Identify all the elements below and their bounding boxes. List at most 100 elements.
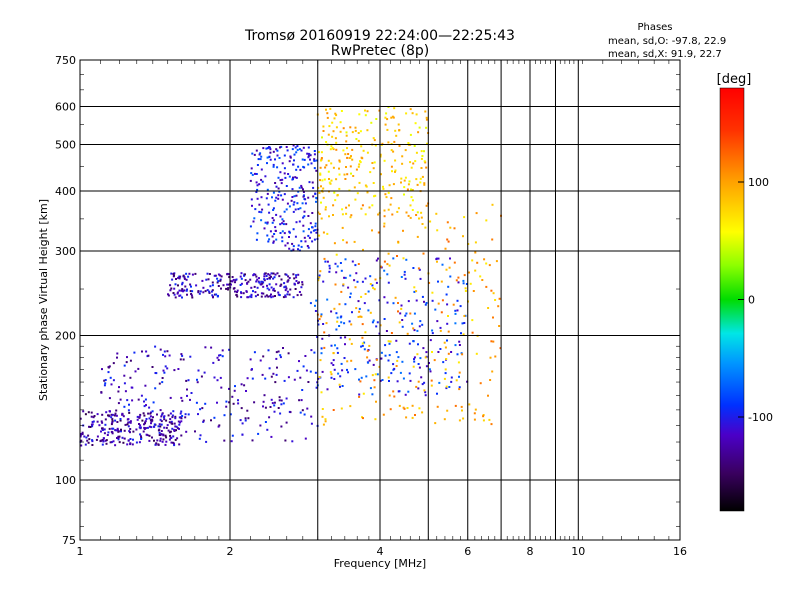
scatter-point	[291, 196, 294, 198]
scatter-point	[116, 427, 119, 430]
scatter-point	[420, 376, 423, 379]
scatter-point	[139, 413, 142, 416]
scatter-point	[338, 187, 341, 190]
scatter-point	[322, 423, 325, 426]
scatter-point	[329, 371, 332, 374]
scatter-point	[272, 289, 275, 292]
colorbar-tick-label: 100	[748, 176, 769, 189]
scatter-point	[98, 424, 101, 427]
scatter-point	[204, 290, 207, 293]
scatter-point	[408, 372, 411, 375]
scatter-point	[421, 295, 424, 298]
scatter-point	[332, 364, 335, 366]
scatter-point	[288, 293, 291, 296]
scatter-point	[186, 394, 188, 397]
scatter-point	[340, 290, 343, 293]
scatter-point	[462, 235, 464, 238]
scatter-point	[267, 273, 270, 276]
scatter-point	[123, 405, 126, 408]
scatter-point	[382, 413, 385, 416]
scatter-point	[366, 151, 369, 154]
scatter-point	[152, 401, 155, 404]
scatter-point	[336, 351, 339, 354]
scatter-point	[246, 296, 249, 299]
scatter-point	[277, 291, 280, 294]
scatter-point	[303, 236, 306, 239]
scatter-point	[255, 191, 258, 193]
scatter-point	[461, 322, 464, 325]
scatter-point	[235, 278, 238, 281]
scatter-point	[286, 242, 289, 245]
scatter-point	[269, 148, 272, 151]
scatter-point	[230, 440, 233, 443]
scatter-point	[174, 283, 177, 286]
x-tick-label: 1	[77, 545, 84, 558]
scatter-point	[163, 418, 166, 421]
scatter-point	[298, 360, 300, 363]
scatter-point	[340, 110, 343, 112]
scatter-point	[145, 418, 148, 420]
scatter-point	[295, 221, 298, 224]
scatter-point	[411, 189, 414, 192]
scatter-point	[335, 126, 338, 129]
scatter-point	[264, 272, 267, 275]
scatter-point	[171, 414, 174, 417]
scatter-point	[383, 269, 386, 272]
scatter-point	[155, 442, 158, 445]
scatter-point	[316, 381, 319, 384]
scatter-point	[275, 357, 278, 360]
scatter-point	[125, 361, 128, 364]
scatter-point	[277, 194, 280, 197]
scatter-point	[469, 282, 472, 285]
scatter-point	[228, 387, 230, 390]
scatter-point	[338, 173, 341, 176]
scatter-point	[169, 434, 172, 437]
scatter-point	[211, 281, 214, 284]
scatter-point	[307, 156, 310, 159]
scatter-point	[367, 361, 370, 364]
scatter-point	[266, 221, 269, 224]
scatter-point	[187, 275, 190, 278]
scatter-point	[329, 148, 332, 151]
scatter-point	[375, 358, 378, 361]
scatter-point	[326, 232, 329, 235]
scatter-point	[413, 356, 416, 359]
scatter-point	[188, 272, 191, 275]
scatter-point	[462, 333, 465, 336]
scatter-point	[349, 296, 352, 299]
scatter-point	[175, 425, 178, 428]
scatter-point	[340, 315, 343, 318]
scatter-point	[189, 398, 191, 401]
scatter-point	[424, 226, 427, 229]
scatter-point	[386, 263, 389, 266]
scatter-point	[124, 390, 127, 393]
scatter-point	[321, 337, 324, 340]
scatter-point	[289, 155, 292, 158]
scatter-point	[115, 429, 118, 432]
scatter-point	[182, 358, 185, 361]
y-axis-label: Stationary phase Virtual Height [km]	[37, 199, 50, 401]
scatter-point	[433, 359, 436, 362]
scatter-point	[332, 148, 335, 151]
scatter-point	[278, 294, 281, 297]
scatter-point	[488, 264, 491, 267]
scatter-point	[293, 153, 296, 156]
scatter-point	[105, 411, 108, 414]
scatter-point	[322, 231, 325, 234]
scatter-point	[354, 368, 357, 371]
scatter-point	[96, 420, 99, 423]
scatter-point	[332, 204, 335, 207]
scatter-point	[250, 167, 253, 170]
scatter-point	[90, 415, 93, 418]
scatter-point	[101, 368, 103, 371]
scatter-point	[365, 185, 368, 188]
scatter-point	[415, 290, 418, 293]
scatter-point	[223, 414, 226, 417]
scatter-point	[127, 439, 130, 442]
scatter-point	[128, 411, 131, 414]
scatter-point	[458, 386, 461, 389]
x-tick-label: 2	[227, 545, 234, 558]
scatter-point	[328, 264, 331, 267]
scatter-point	[431, 299, 434, 302]
scatter-point	[253, 285, 256, 288]
